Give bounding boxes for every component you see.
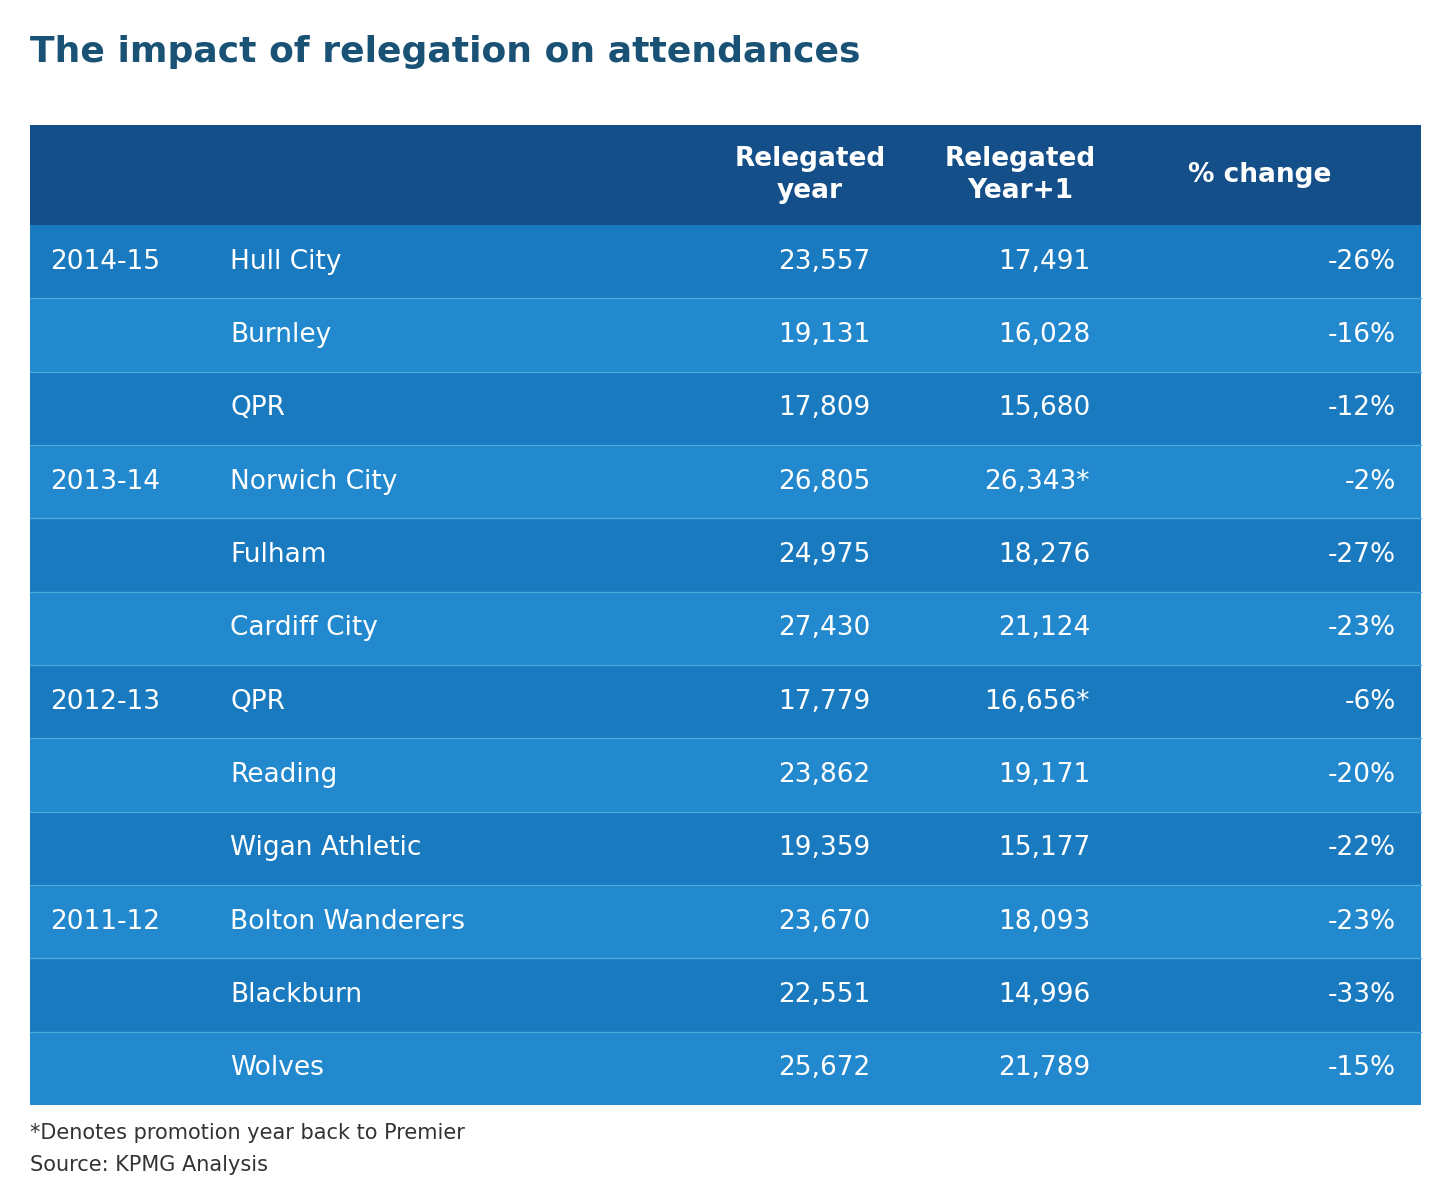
Text: Wigan Athletic: Wigan Athletic bbox=[231, 835, 421, 862]
Text: Relegated
Year+1: Relegated Year+1 bbox=[945, 146, 1096, 204]
Text: -20%: -20% bbox=[1328, 762, 1396, 788]
Text: 18,276: 18,276 bbox=[998, 542, 1090, 568]
Bar bbox=[30, 811, 1421, 884]
Text: 2014-15: 2014-15 bbox=[49, 248, 160, 275]
Text: 26,343*: 26,343* bbox=[984, 469, 1090, 494]
Text: Bolton Wanderers: Bolton Wanderers bbox=[231, 908, 464, 935]
Text: -23%: -23% bbox=[1328, 908, 1396, 935]
Text: The impact of relegation on attendances: The impact of relegation on attendances bbox=[30, 35, 860, 68]
Text: 18,093: 18,093 bbox=[998, 908, 1090, 935]
Text: 21,789: 21,789 bbox=[998, 1055, 1090, 1081]
Text: 17,809: 17,809 bbox=[778, 395, 871, 421]
Text: 16,028: 16,028 bbox=[998, 322, 1090, 348]
Bar bbox=[30, 445, 1421, 518]
Text: 24,975: 24,975 bbox=[778, 542, 871, 568]
Text: 26,805: 26,805 bbox=[778, 469, 871, 494]
Bar bbox=[30, 125, 1421, 226]
Text: 2011-12: 2011-12 bbox=[49, 908, 160, 935]
Text: -12%: -12% bbox=[1328, 395, 1396, 421]
Text: 15,680: 15,680 bbox=[998, 395, 1090, 421]
Text: 19,131: 19,131 bbox=[778, 322, 871, 348]
Bar bbox=[30, 372, 1421, 445]
Text: Blackburn: Blackburn bbox=[231, 982, 363, 1008]
Bar bbox=[30, 738, 1421, 811]
Text: 19,359: 19,359 bbox=[778, 835, 871, 862]
Text: QPR: QPR bbox=[231, 395, 284, 421]
Bar bbox=[30, 959, 1421, 1032]
Text: Hull City: Hull City bbox=[231, 248, 341, 275]
Text: 23,670: 23,670 bbox=[778, 908, 871, 935]
Text: -15%: -15% bbox=[1328, 1055, 1396, 1081]
Text: QPR: QPR bbox=[231, 689, 284, 715]
Bar bbox=[30, 665, 1421, 738]
Text: -22%: -22% bbox=[1328, 835, 1396, 862]
Text: 15,177: 15,177 bbox=[998, 835, 1090, 862]
Text: -23%: -23% bbox=[1328, 616, 1396, 641]
Text: 23,557: 23,557 bbox=[778, 248, 871, 275]
Text: *Denotes promotion year back to Premier: *Denotes promotion year back to Premier bbox=[30, 1123, 464, 1142]
Text: 2013-14: 2013-14 bbox=[49, 469, 160, 494]
Text: -27%: -27% bbox=[1328, 542, 1396, 568]
Text: 14,996: 14,996 bbox=[998, 982, 1090, 1008]
Text: -16%: -16% bbox=[1328, 322, 1396, 348]
Text: Reading: Reading bbox=[231, 762, 337, 788]
Bar bbox=[30, 592, 1421, 665]
Text: 27,430: 27,430 bbox=[778, 616, 871, 641]
Text: 19,171: 19,171 bbox=[998, 762, 1090, 788]
Text: Norwich City: Norwich City bbox=[231, 469, 398, 494]
Text: 25,672: 25,672 bbox=[778, 1055, 871, 1081]
Text: 17,491: 17,491 bbox=[998, 248, 1090, 275]
Bar bbox=[30, 299, 1421, 372]
Text: 16,656*: 16,656* bbox=[984, 689, 1090, 715]
Text: % change: % change bbox=[1188, 162, 1332, 188]
Text: -26%: -26% bbox=[1328, 248, 1396, 275]
Bar bbox=[30, 226, 1421, 299]
Text: -33%: -33% bbox=[1328, 982, 1396, 1008]
Text: Fulham: Fulham bbox=[231, 542, 326, 568]
Text: Relegated
year: Relegated year bbox=[734, 146, 885, 204]
Text: 23,862: 23,862 bbox=[778, 762, 871, 788]
Text: -6%: -6% bbox=[1345, 689, 1396, 715]
Text: Wolves: Wolves bbox=[231, 1055, 324, 1081]
Text: 22,551: 22,551 bbox=[778, 982, 871, 1008]
Text: Source: KPMG Analysis: Source: KPMG Analysis bbox=[30, 1154, 268, 1175]
Bar bbox=[30, 886, 1421, 959]
Text: 21,124: 21,124 bbox=[998, 616, 1090, 641]
Text: -2%: -2% bbox=[1345, 469, 1396, 494]
Text: Burnley: Burnley bbox=[231, 322, 331, 348]
Text: Cardiff City: Cardiff City bbox=[231, 616, 377, 641]
Bar bbox=[30, 518, 1421, 592]
Text: 2012-13: 2012-13 bbox=[49, 689, 160, 715]
Text: 17,779: 17,779 bbox=[778, 689, 871, 715]
Bar bbox=[30, 1032, 1421, 1105]
